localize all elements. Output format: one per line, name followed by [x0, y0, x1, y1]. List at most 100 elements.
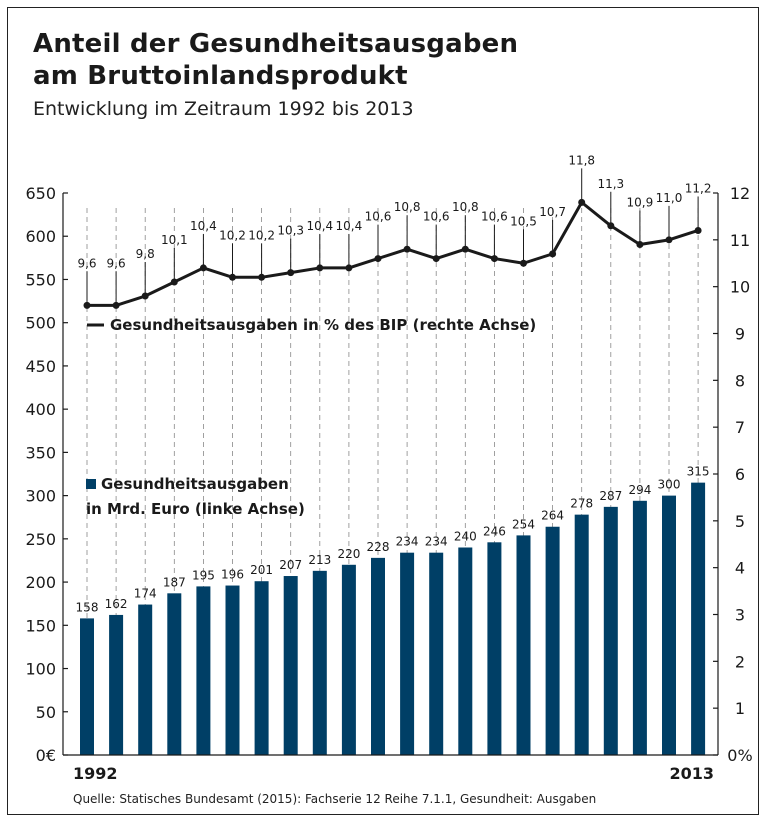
line-label-1997: 10,2	[219, 228, 246, 242]
line-label-2012: 11,0	[656, 191, 683, 205]
chart-title: Anteil der Gesundheitsausgaben am Brutto…	[33, 28, 518, 92]
bar-1994	[138, 604, 153, 755]
bar-2006	[487, 542, 502, 755]
bar-label-2010: 287	[599, 489, 622, 503]
bar-2004	[429, 552, 444, 755]
bar-label-2009: 278	[570, 497, 593, 511]
right-tick-label: 7	[735, 418, 745, 437]
title-line-2: am Bruttoinlandsprodukt	[33, 61, 408, 91]
bar-label-2008: 264	[541, 509, 564, 523]
line-label-2006: 10,6	[481, 210, 508, 224]
chart-frame	[7, 7, 759, 815]
line-label-1998: 10,2	[248, 228, 275, 242]
bar-2001	[341, 564, 356, 755]
bar-label-1995: 187	[163, 575, 186, 589]
bar-label-2006: 246	[483, 524, 506, 538]
bar-2003	[400, 552, 415, 755]
line-label-2002: 10,6	[365, 210, 392, 224]
left-tick-label: 150	[25, 616, 56, 635]
bar-label-2002: 228	[367, 540, 390, 554]
bar-series	[80, 482, 706, 755]
line-series: 9,6 9,69,810,110,410,2 10,2 10,3 10,4 10,410,…	[77, 153, 711, 309]
line-label-1995: 10,1	[161, 233, 188, 247]
axes: 0€50100150200250300350400450500550600650…	[25, 184, 752, 765]
legend-bar-label-1: Gesundheitsausgaben	[101, 475, 289, 493]
right-tick-label: 1	[735, 699, 745, 718]
line-label-2004: 10,6	[423, 210, 450, 224]
left-tick-label: 550	[25, 270, 56, 289]
bar-1996	[196, 586, 211, 755]
bar-1999	[283, 576, 298, 755]
line-label-1994: 9,8	[136, 247, 155, 261]
legend-bar-swatch	[86, 479, 96, 489]
bar-2008	[545, 526, 560, 755]
bar-2007	[516, 535, 531, 755]
right-tick-label: 0%	[727, 746, 752, 765]
bar-label-1998: 201	[250, 563, 273, 577]
bar-label-1999: 207	[279, 558, 302, 572]
line-label-2003: 10,8	[394, 200, 421, 214]
source-note: Quelle: Statisches Bundesamt (2015): Fac…	[73, 792, 597, 806]
bar-label-2011: 294	[628, 483, 651, 497]
bar-2002	[371, 557, 385, 755]
chart-subtitle: Entwicklung im Zeitraum 1992 bis 2013	[33, 98, 414, 120]
legend-bar-label-2: in Mrd. Euro (linke Achse)	[86, 500, 305, 518]
bar-1995	[167, 593, 182, 755]
bar-label-2004: 234	[425, 535, 448, 549]
bar-label-1996: 195	[192, 568, 215, 582]
right-tick-label: 9	[735, 325, 745, 344]
left-tick-label: 300	[25, 487, 56, 506]
left-tick-label: 50	[36, 703, 56, 722]
line-label-2001: 10,4	[336, 219, 363, 233]
left-tick-label: 250	[25, 530, 56, 549]
left-tick-label: 500	[25, 314, 56, 333]
line-label-2005: 10,8	[452, 200, 479, 214]
line-label-2011: 10,9	[627, 196, 654, 210]
line-path	[87, 200, 699, 307]
line-label-2008: 10,7	[539, 205, 566, 219]
right-tick-label: 3	[735, 606, 745, 625]
left-tick-label: 450	[25, 357, 56, 376]
right-tick-label: 4	[735, 559, 745, 578]
right-tick-label: 5	[735, 512, 745, 531]
bar-label-2001: 220	[337, 547, 360, 561]
grid-lines	[86, 208, 699, 755]
right-tick-label: 12	[730, 184, 750, 203]
bar-label-2003: 234	[396, 535, 419, 549]
line-label-2009: 11,8	[568, 153, 595, 167]
left-tick-label: 200	[25, 573, 56, 592]
bar-1993	[109, 614, 124, 755]
left-tick-label: 350	[25, 443, 56, 462]
bar-label-1993: 162	[105, 597, 128, 611]
right-tick-label: 8	[735, 371, 745, 390]
right-tick-label: 11	[730, 231, 750, 250]
bar-label-2012: 300	[658, 478, 681, 492]
bar-2010	[603, 506, 618, 755]
bar-label-1997: 196	[221, 568, 244, 582]
line-label-1993: 9,6	[107, 256, 126, 270]
line-label-2013: 11,2	[685, 181, 712, 195]
line-label-2000: 10,4	[306, 219, 333, 233]
x-label-last: 2013	[669, 764, 714, 783]
bar-data-labels: 158 162 174 187 195 196 201 207 213 220 228 234 234 2…	[76, 465, 710, 615]
bar-2012	[662, 495, 676, 755]
x-label-first: 1992	[73, 764, 118, 783]
line-label-1996: 10,4	[190, 219, 217, 233]
right-tick-label: 6	[735, 465, 745, 484]
bar-2011	[632, 500, 647, 755]
line-label-2007: 10,5	[510, 214, 537, 228]
legend-line-label: Gesundheitsausgaben in % des BIP (rechte…	[110, 316, 536, 334]
legend: Gesundheitsausgaben in % des BIP (rechte…	[86, 316, 536, 518]
bar-label-2000: 213	[308, 553, 331, 567]
right-tick-label: 2	[735, 652, 745, 671]
bar-label-1994: 174	[134, 587, 157, 601]
bar-2009	[574, 514, 589, 755]
bar-1998	[254, 581, 269, 755]
bar-2000	[312, 570, 327, 755]
bar-label-2013: 315	[687, 465, 710, 479]
right-tick-label: 10	[730, 278, 750, 297]
bar-label-1992: 158	[76, 600, 99, 614]
bar-label-2005: 240	[454, 529, 477, 543]
bar-2013	[691, 482, 706, 755]
